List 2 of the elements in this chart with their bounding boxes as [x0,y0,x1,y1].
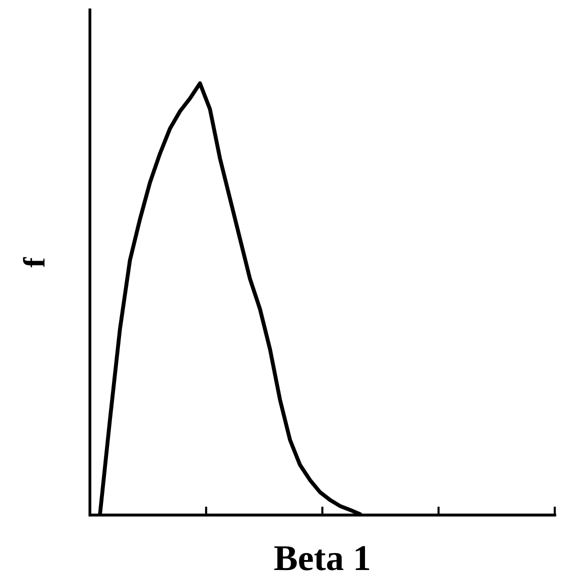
y-axis-title: f [22,257,45,268]
x-axis-title: Beta 1 [274,546,370,570]
